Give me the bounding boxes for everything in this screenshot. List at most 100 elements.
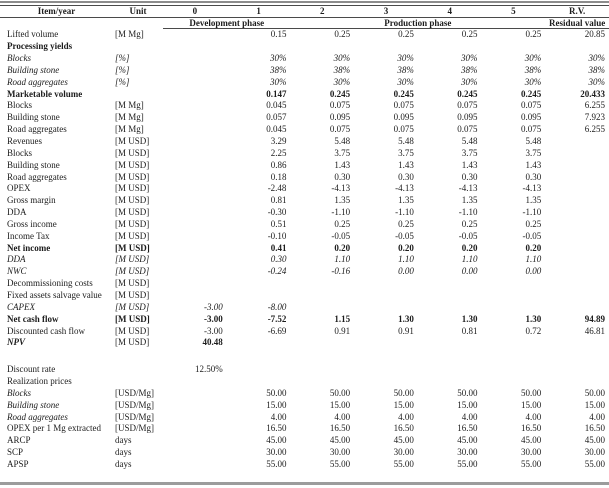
row-unit: [USD/Mg] [115, 411, 155, 422]
table-row: Net income [M USD] 0.41 0.20 0.20 0.20 0.20 [0, 242, 609, 254]
cell-value: 0.057 [266, 112, 287, 123]
cell-value: 0.25 [461, 29, 478, 40]
cell-value [290, 301, 354, 313]
cell-value: 0.86 [270, 159, 287, 170]
cell-value [163, 111, 227, 123]
cell-value: 1.35 [461, 195, 478, 206]
cell-value [163, 254, 227, 266]
cell-value: -6.69 [267, 325, 287, 336]
cell-value: 0.30 [334, 171, 351, 182]
cell-value: 30% [588, 53, 606, 64]
cell-value [163, 28, 227, 40]
cell-value: -1.10 [331, 207, 351, 218]
cell-value: 3.75 [525, 147, 542, 158]
cell-value: 1.35 [334, 195, 351, 206]
cell-value: 0.075 [393, 100, 414, 111]
cell-value [482, 40, 546, 52]
phase-residual-label: Residual value [545, 17, 609, 29]
cell-value [163, 52, 227, 64]
cell-value [545, 147, 609, 159]
cell-value: 0.075 [521, 100, 542, 111]
cell-value: 1.43 [461, 159, 478, 170]
cell-value: 1.10 [334, 254, 351, 265]
cell-value: -0.16 [331, 266, 351, 277]
table-row: NWC [M USD] -0.24 -0.16 0.00 0.00 0.00 [0, 265, 609, 277]
cell-value [354, 363, 418, 375]
cell-value: 0.095 [521, 112, 542, 123]
row-label: Discount rate [7, 364, 56, 375]
cell-value [227, 277, 291, 289]
cell-value: 0.20 [461, 242, 478, 253]
cell-value: 15.00 [329, 399, 351, 410]
cell-value [482, 336, 546, 348]
cell-value [482, 289, 546, 301]
row-unit: [M USD] [115, 254, 150, 265]
cell-value: 30% [461, 53, 478, 64]
cell-value: 15.00 [266, 399, 287, 410]
cell-value: 30% [269, 53, 287, 64]
cell-value: 0.25 [525, 218, 542, 229]
cell-value: 16.50 [521, 423, 542, 434]
cell-value: 4.00 [398, 411, 414, 422]
row-label: OPEX per 1 Mg extracted [7, 423, 101, 434]
cell-value: -0.24 [267, 266, 287, 277]
cell-value [163, 265, 227, 277]
table-row: Building stone [M USD] 0.86 1.43 1.43 1.43 1.4… [0, 159, 609, 171]
cell-value [290, 289, 354, 301]
cell-value [163, 277, 227, 289]
row-label: NPV [7, 337, 25, 348]
cell-value: 0.20 [398, 242, 414, 253]
cell-value: 6.255 [584, 124, 605, 135]
cell-value: 38% [397, 64, 414, 75]
row-unit: [M USD] [115, 301, 150, 312]
cell-value: 2.25 [270, 147, 287, 158]
cell-value [163, 182, 227, 194]
cell-value: 1.30 [525, 313, 542, 324]
cell-value: 0.72 [525, 325, 542, 336]
cell-value [545, 265, 609, 277]
row-unit [113, 88, 163, 100]
cell-value [163, 230, 227, 242]
top-rule-thin [0, 5, 609, 6]
cell-value [354, 301, 418, 313]
phase-development-label: Development phase [163, 17, 291, 29]
cell-value [163, 76, 227, 88]
cell-value: 0.075 [393, 124, 414, 135]
cell-value [545, 206, 609, 218]
cell-value: 0.25 [334, 218, 351, 229]
cell-value: 4.00 [461, 411, 478, 422]
cell-value: 50.00 [393, 387, 414, 398]
cell-value: 40.48 [202, 337, 223, 348]
cell-value [482, 277, 546, 289]
col-header-year-3: 3 [354, 6, 418, 18]
cell-value: 38% [333, 64, 351, 75]
cell-value [163, 88, 227, 100]
row-label: Building stone [7, 112, 60, 123]
cell-value: 1.35 [525, 195, 542, 206]
row-unit: [M USD] [115, 136, 150, 147]
cell-value: 0.81 [270, 195, 287, 206]
cell-value: 4.00 [270, 411, 287, 422]
cell-value: 30% [333, 76, 351, 87]
cell-value: 5.48 [334, 136, 351, 147]
row-label: CAPEX [7, 301, 35, 312]
col-header-year-4: 4 [417, 6, 482, 18]
cell-value: 1.30 [398, 313, 414, 324]
cell-value: 30% [333, 53, 351, 64]
col-header-unit: Unit [113, 6, 164, 18]
row-unit: [M Mg] [115, 100, 144, 111]
cell-value: 1.43 [334, 159, 351, 170]
table-row: Gross margin [M USD] 0.81 1.35 1.35 1.35 1.35 [0, 194, 609, 206]
cell-value [354, 277, 418, 289]
cell-value: 38% [588, 64, 606, 75]
cell-value [227, 336, 291, 348]
row-label: Road aggregates [7, 124, 67, 135]
cell-value: 0.00 [461, 266, 478, 277]
table-row: Lifted volume [M Mg] 0.15 0.25 0.25 0.25 0.25 2… [0, 28, 609, 40]
cell-value: 38% [461, 64, 478, 75]
row-label: Marketable volume [7, 88, 83, 99]
cell-value: -1.10 [522, 207, 542, 218]
row-label: Blocks [7, 100, 33, 111]
row-unit: [M USD] [115, 218, 150, 229]
cell-value [290, 375, 354, 387]
